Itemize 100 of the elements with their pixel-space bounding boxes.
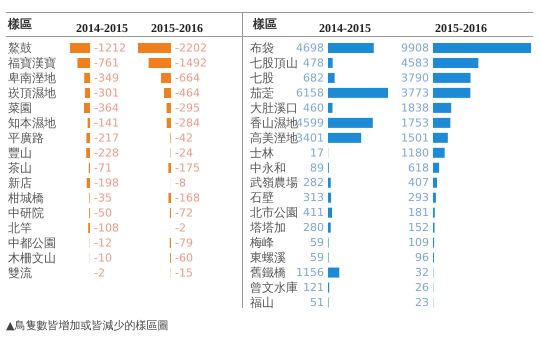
bar [433, 102, 452, 113]
data-label: -1492 [175, 56, 207, 70]
y-tick-label: 布袋 [250, 40, 274, 55]
data-label: 3790 [401, 71, 429, 84]
data-label: -2202 [175, 42, 207, 54]
y-tick-label: 知本濕地 [8, 116, 56, 130]
bar [328, 222, 331, 233]
y-tick-label: 新店 [8, 176, 32, 190]
data-label: 32 [415, 266, 429, 280]
data-label: 6158 [296, 86, 324, 100]
data-label: 1753 [401, 116, 429, 130]
data-label: 51 [310, 296, 324, 310]
data-label: 59 [310, 251, 324, 264]
y-tick-label: 高美溼地 [250, 130, 298, 145]
data-label: -79 [175, 236, 193, 250]
data-label: 4599 [296, 116, 324, 130]
data-label: -141 [94, 116, 119, 130]
data-label: -349 [94, 72, 119, 84]
bar [433, 162, 440, 173]
data-label: 282 [303, 176, 324, 190]
data-label: -2 [94, 266, 105, 280]
data-label: 4583 [401, 56, 429, 70]
chart-title: 2015-2016 [435, 21, 487, 35]
data-label: -60 [175, 252, 193, 264]
bar [433, 58, 478, 68]
data-label: 682 [303, 71, 324, 84]
y-tick-label: 茶山 [8, 161, 32, 175]
data-label: 407 [408, 176, 429, 190]
data-label: -761 [94, 56, 119, 70]
y-tick-label: 豐山 [8, 146, 32, 160]
bar [328, 192, 332, 203]
bar [328, 132, 362, 143]
chart-title: 2015-2016 [151, 21, 203, 35]
bar [433, 132, 448, 143]
data-label: -8 [175, 176, 186, 190]
bar [328, 42, 374, 53]
data-label: 618 [408, 161, 429, 174]
y-tick-label: 梅峰 [249, 236, 274, 250]
data-label: -198 [94, 176, 119, 190]
data-label: 1156 [296, 266, 324, 280]
data-label: -217 [94, 132, 119, 144]
data-label: -50 [94, 206, 112, 220]
data-label: 89 [310, 161, 324, 174]
data-label: 313 [303, 191, 324, 204]
y-tick-label: 崁頂濕地 [8, 86, 56, 100]
y-tick-label: 柑城橋 [7, 191, 44, 205]
data-label: 59 [310, 236, 324, 250]
y-tick-label: 平廣路 [8, 131, 44, 145]
y-tick-label: 武嶺農場 [250, 176, 298, 190]
data-label: 4698 [296, 41, 324, 54]
data-label: 478 [303, 56, 324, 70]
data-label: -301 [94, 86, 119, 100]
bar [328, 208, 332, 218]
data-label: 3401 [296, 131, 324, 144]
data-label: -15 [175, 266, 193, 280]
data-label: 280 [303, 221, 324, 234]
bar [433, 178, 438, 188]
y-axis-title: 樣區 [252, 17, 277, 31]
bar [328, 88, 388, 98]
data-label: -2 [175, 222, 186, 234]
bar [328, 102, 332, 113]
bar [433, 148, 445, 158]
bar [433, 42, 531, 53]
data-label: -364 [94, 102, 119, 114]
data-label: -72 [175, 206, 193, 220]
data-label: -175 [175, 162, 200, 174]
data-label: 23 [415, 296, 429, 310]
y-tick-label: 士林 [250, 146, 274, 160]
data-label: -108 [94, 222, 119, 234]
y-tick-label: 舊鐵橋 [250, 266, 286, 280]
data-label: 9908 [401, 41, 429, 54]
data-label: 1180 [401, 146, 429, 160]
y-tick-label: 鰲鼓 [8, 41, 32, 55]
data-label: -71 [94, 162, 112, 174]
y-tick-label: 東螺溪 [250, 250, 286, 265]
data-label: 152 [408, 221, 429, 234]
bar [328, 72, 335, 83]
data-label: 121 [303, 281, 324, 294]
bar [328, 178, 331, 188]
chart-title: 2014-2015 [76, 21, 128, 35]
y-tick-label: 大肚溪口 [250, 100, 298, 115]
data-label: -295 [175, 102, 200, 114]
data-label: 109 [408, 236, 429, 250]
bar [433, 72, 470, 83]
data-label: -464 [175, 86, 200, 100]
data-label: -228 [94, 146, 119, 160]
y-tick-label: 木柵文山 [8, 251, 56, 265]
bar [433, 118, 450, 128]
data-label: -1212 [94, 42, 126, 54]
bar [328, 118, 373, 128]
bar [328, 58, 333, 68]
y-tick-label: 卑南溼地 [8, 71, 56, 85]
y-tick-label: 石壁 [250, 190, 274, 205]
bar [433, 88, 470, 98]
data-label: 293 [408, 191, 429, 204]
y-tick-label: 中永和 [250, 160, 286, 175]
y-tick-label: 七股 [250, 70, 274, 85]
y-tick-label: 曾文水庫 [250, 280, 298, 295]
chart-title: 2014-2015 [319, 21, 371, 35]
data-label: -35 [94, 192, 112, 204]
